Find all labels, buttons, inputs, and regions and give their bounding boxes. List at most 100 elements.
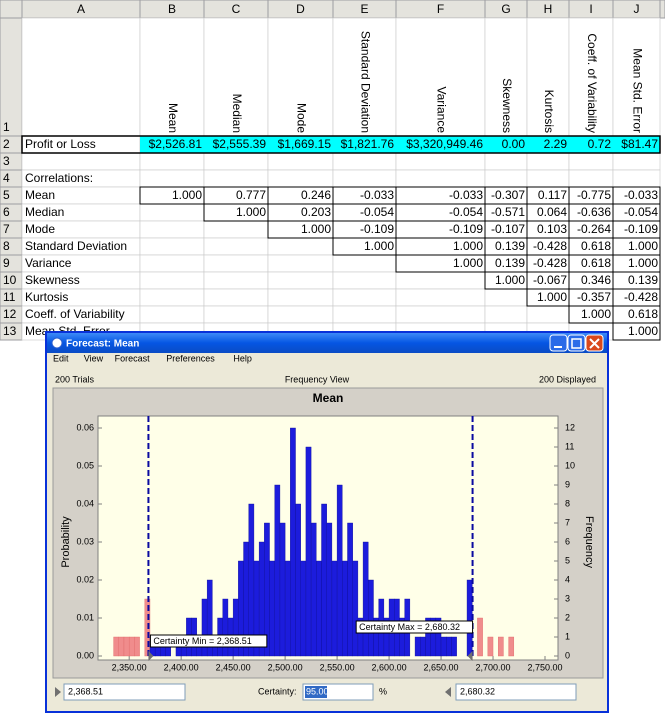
certainty-grip[interactable] (467, 651, 473, 661)
row-label: Mean (25, 188, 55, 202)
cell (526, 305, 570, 324)
cell (203, 254, 269, 273)
menu-item[interactable]: Edit (53, 353, 69, 363)
column-title: Standard Deviation (358, 31, 372, 133)
cell-value: -0.107 (491, 222, 525, 236)
certainty-label: Certainty Min = 2,368.51 (153, 636, 251, 646)
max-field[interactable] (455, 683, 577, 701)
cell-value: 0.618 (581, 239, 611, 253)
y2-tick-label: 10 (565, 460, 575, 470)
minimize-button[interactable] (549, 334, 568, 352)
cell-value: -0.033 (449, 188, 483, 202)
cell (332, 305, 397, 324)
cell (139, 305, 205, 324)
cell (395, 17, 486, 137)
column-title: Coeff. of Variability (585, 33, 599, 133)
row-number: 7 (3, 222, 10, 236)
column-title: Mode (294, 103, 308, 133)
x-tick-label: 2,500.00 (268, 662, 303, 672)
menu-item[interactable]: View (84, 353, 104, 363)
y2-tick-label: 7 (565, 517, 570, 527)
row-label: Mode (25, 222, 55, 236)
cell (612, 17, 661, 137)
cell (139, 169, 205, 188)
y2-tick-label: 5 (565, 555, 570, 565)
cell (21, 152, 141, 171)
cell-value: $81.47 (621, 137, 658, 151)
histogram-bar (336, 484, 343, 657)
cell-value: 0.346 (581, 273, 611, 287)
x-tick-label: 2,750.00 (527, 662, 562, 672)
histogram-bar (487, 636, 494, 657)
cell (484, 17, 528, 137)
y2-tick-label: 2 (565, 612, 570, 622)
y-tick-label: 0.02 (76, 574, 94, 584)
cell (267, 237, 334, 256)
cell (21, 17, 141, 137)
x-tick-label: 2,400.00 (164, 662, 199, 672)
cell-value: 0.139 (495, 239, 525, 253)
column-title: Skewness (500, 78, 514, 133)
histogram-bar (420, 636, 426, 657)
max-arrow[interactable] (445, 687, 451, 697)
cell (332, 254, 397, 273)
cell-value: $2,555.39 (213, 137, 267, 151)
y2-tick-label: 1 (565, 631, 570, 641)
histogram-bar (440, 636, 447, 657)
menu-item[interactable]: Forecast (115, 353, 151, 363)
min-arrow[interactable] (55, 687, 61, 697)
histogram-bar (310, 522, 317, 657)
cell-value: 1.000 (236, 205, 266, 219)
histogram-bar (144, 598, 151, 657)
histogram-bar (295, 503, 301, 657)
histogram-bar (414, 636, 421, 657)
histogram-bar (466, 579, 473, 657)
min-value: 2,368.51 (68, 686, 103, 696)
menu-item[interactable]: Help (233, 353, 252, 363)
cell-value: 0.618 (581, 256, 611, 270)
cell (332, 152, 397, 171)
cell-value: 0.139 (495, 256, 525, 270)
row-label: Kurtosis (25, 290, 68, 304)
cell-value: 1.000 (453, 256, 483, 270)
cell (203, 271, 269, 290)
histogram-bar (284, 560, 291, 657)
trials-label: 200 Trials (55, 374, 95, 384)
cell (203, 288, 269, 307)
y2-tick-label: 4 (565, 574, 570, 584)
column-title: Variance (434, 87, 448, 134)
min-field[interactable] (63, 683, 186, 701)
row-number: 13 (3, 324, 17, 338)
cell (395, 271, 486, 290)
certainty-grip[interactable] (148, 651, 154, 661)
x-tick-label: 2,450.00 (216, 662, 251, 672)
selection (305, 686, 327, 698)
cell-value: 2.29 (544, 137, 568, 151)
forecast-window: Forecast: Mean Edit View Forecast Preference… (45, 331, 609, 713)
cell (267, 271, 334, 290)
histogram-bar (498, 636, 504, 657)
cell-value: -0.109 (449, 222, 483, 236)
row-label: Profit or Loss (25, 137, 96, 151)
cell-value: -0.067 (533, 273, 567, 287)
cell (267, 169, 334, 188)
row-header (0, 17, 23, 137)
y-tick-label: 0.05 (76, 460, 94, 470)
cell (203, 169, 269, 188)
row-number: 2 (3, 137, 10, 151)
cell (139, 237, 205, 256)
histogram-bar (248, 503, 255, 657)
title-bar (47, 333, 607, 353)
cell (139, 17, 205, 137)
cell-value: 0.618 (628, 307, 658, 321)
cell-value: -0.109 (624, 222, 658, 236)
column-letter: G (501, 2, 510, 16)
menu-item[interactable]: Preferences (166, 353, 215, 363)
summary-border (21, 135, 661, 154)
histogram-bar (347, 522, 353, 657)
cell-value: -0.033 (360, 188, 394, 202)
cell (203, 237, 269, 256)
histogram-bar (274, 484, 281, 657)
window-title: Forecast: Mean (66, 339, 139, 350)
row-number: 11 (3, 290, 16, 304)
